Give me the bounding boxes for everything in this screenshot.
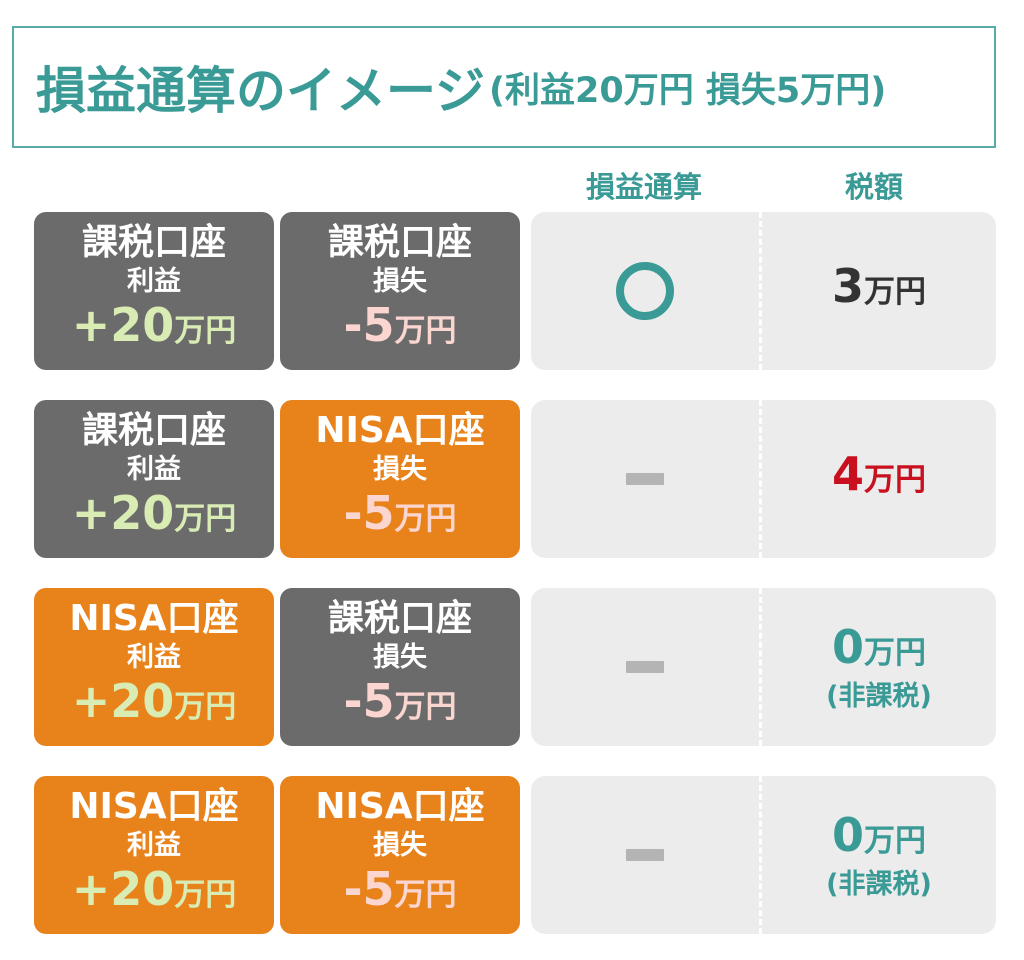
title-main: 損益通算のイメージ: [36, 62, 485, 120]
account-type-label: NISA口座: [69, 597, 239, 639]
amount-value: +20: [71, 673, 175, 728]
offset-column-header: 損益通算: [585, 170, 702, 204]
comparison-row: NISA口座 利益 +20万円 NISA口座 損失 -5万円 0万円 (非課税): [0, 776, 1024, 934]
loss-kind-label: 損失: [373, 641, 427, 673]
account-type-label: NISA口座: [69, 785, 239, 827]
amount-value: +20: [71, 297, 175, 352]
profit-kind-label: 利益: [127, 641, 181, 673]
comparison-row: NISA口座 利益 +20万円 課税口座 損失 -5万円 0万円 (非課税): [0, 588, 1024, 746]
loss-account-card: 課税口座 損失 -5万円: [280, 212, 520, 370]
account-type-label: 課税口座: [327, 597, 472, 639]
amount-value: +20: [71, 485, 175, 540]
tax-value: 4: [831, 446, 864, 501]
amount-unit: 万円: [174, 688, 237, 725]
profit-amount: +20万円: [72, 863, 237, 926]
amount-unit: 万円: [174, 876, 237, 913]
result-panel: 0万円 (非課税): [531, 588, 996, 746]
loss-amount: -5万円: [343, 675, 456, 738]
dash-mark-icon: [626, 473, 664, 485]
loss-amount: -5万円: [343, 299, 456, 362]
dashed-divider: [759, 212, 762, 370]
title-box: 損益通算のイメージ (利益20万円 損失5万円): [12, 26, 996, 148]
tax-value: 0: [831, 619, 864, 674]
amount-value: -5: [343, 861, 395, 916]
tax-value: 3: [831, 258, 864, 313]
profit-kind-label: 利益: [127, 829, 181, 861]
offset-cell: [531, 588, 759, 746]
loss-amount: -5万円: [343, 863, 456, 926]
tax-column-header: 税額: [844, 170, 903, 204]
tax-cell: 4万円: [762, 400, 996, 558]
account-type-label: NISA口座: [315, 785, 485, 827]
profit-kind-label: 利益: [127, 265, 181, 297]
offset-cell: [531, 776, 759, 934]
amount-value: -5: [343, 297, 395, 352]
loss-account-card: NISA口座 損失 -5万円: [280, 776, 520, 934]
amount-value: -5: [343, 673, 395, 728]
tax-amount: 4万円: [832, 450, 926, 509]
dashed-divider: [759, 400, 762, 558]
loss-kind-label: 損失: [373, 453, 427, 485]
amount-unit: 万円: [394, 688, 457, 725]
tax-exempt-note: (非課税): [826, 680, 932, 712]
comparison-row: 課税口座 利益 +20万円 課税口座 損失 -5万円 3万円: [0, 212, 1024, 370]
tax-cell: 0万円 (非課税): [762, 588, 996, 746]
tax-amount: 0万円: [832, 811, 926, 870]
tax-cell: 3万円: [762, 212, 996, 370]
dash-mark-icon: [626, 661, 664, 673]
account-type-label: 課税口座: [81, 409, 226, 451]
comparison-row: 課税口座 利益 +20万円 NISA口座 損失 -5万円 4万円: [0, 400, 1024, 558]
profit-amount: +20万円: [72, 299, 237, 362]
loss-amount: -5万円: [343, 487, 456, 550]
profit-kind-label: 利益: [127, 453, 181, 485]
tax-unit: 万円: [864, 822, 926, 859]
amount-unit: 万円: [394, 312, 457, 349]
tax-amount: 3万円: [832, 262, 926, 321]
profit-amount: +20万円: [72, 487, 237, 550]
dash-mark-icon: [626, 849, 664, 861]
tax-value: 0: [831, 807, 864, 862]
account-type-label: 課税口座: [327, 221, 472, 263]
account-type-label: 課税口座: [81, 221, 226, 263]
amount-unit: 万円: [394, 500, 457, 537]
title-sub: (利益20万円 損失5万円): [489, 70, 887, 111]
offset-cell: [531, 212, 759, 370]
profit-account-card: NISA口座 利益 +20万円: [34, 588, 274, 746]
dashed-divider: [759, 588, 762, 746]
tax-unit: 万円: [864, 273, 926, 310]
amount-unit: 万円: [394, 876, 457, 913]
circle-mark-icon: [616, 262, 674, 320]
amount-value: -5: [343, 485, 395, 540]
offset-cell: [531, 400, 759, 558]
amount-value: +20: [71, 861, 175, 916]
amount-unit: 万円: [174, 500, 237, 537]
tax-unit: 万円: [864, 634, 926, 671]
loss-account-card: 課税口座 損失 -5万円: [280, 588, 520, 746]
result-panel: 4万円: [531, 400, 996, 558]
result-panel: 0万円 (非課税): [531, 776, 996, 934]
tax-amount: 0万円: [832, 623, 926, 682]
account-type-label: NISA口座: [315, 409, 485, 451]
profit-amount: +20万円: [72, 675, 237, 738]
loss-kind-label: 損失: [373, 265, 427, 297]
dashed-divider: [759, 776, 762, 934]
result-panel: 3万円: [531, 212, 996, 370]
profit-account-card: NISA口座 利益 +20万円: [34, 776, 274, 934]
amount-unit: 万円: [174, 312, 237, 349]
profit-account-card: 課税口座 利益 +20万円: [34, 212, 274, 370]
tax-exempt-note: (非課税): [826, 868, 932, 900]
tax-cell: 0万円 (非課税): [762, 776, 996, 934]
loss-account-card: NISA口座 損失 -5万円: [280, 400, 520, 558]
profit-account-card: 課税口座 利益 +20万円: [34, 400, 274, 558]
loss-kind-label: 損失: [373, 829, 427, 861]
tax-unit: 万円: [864, 461, 926, 498]
